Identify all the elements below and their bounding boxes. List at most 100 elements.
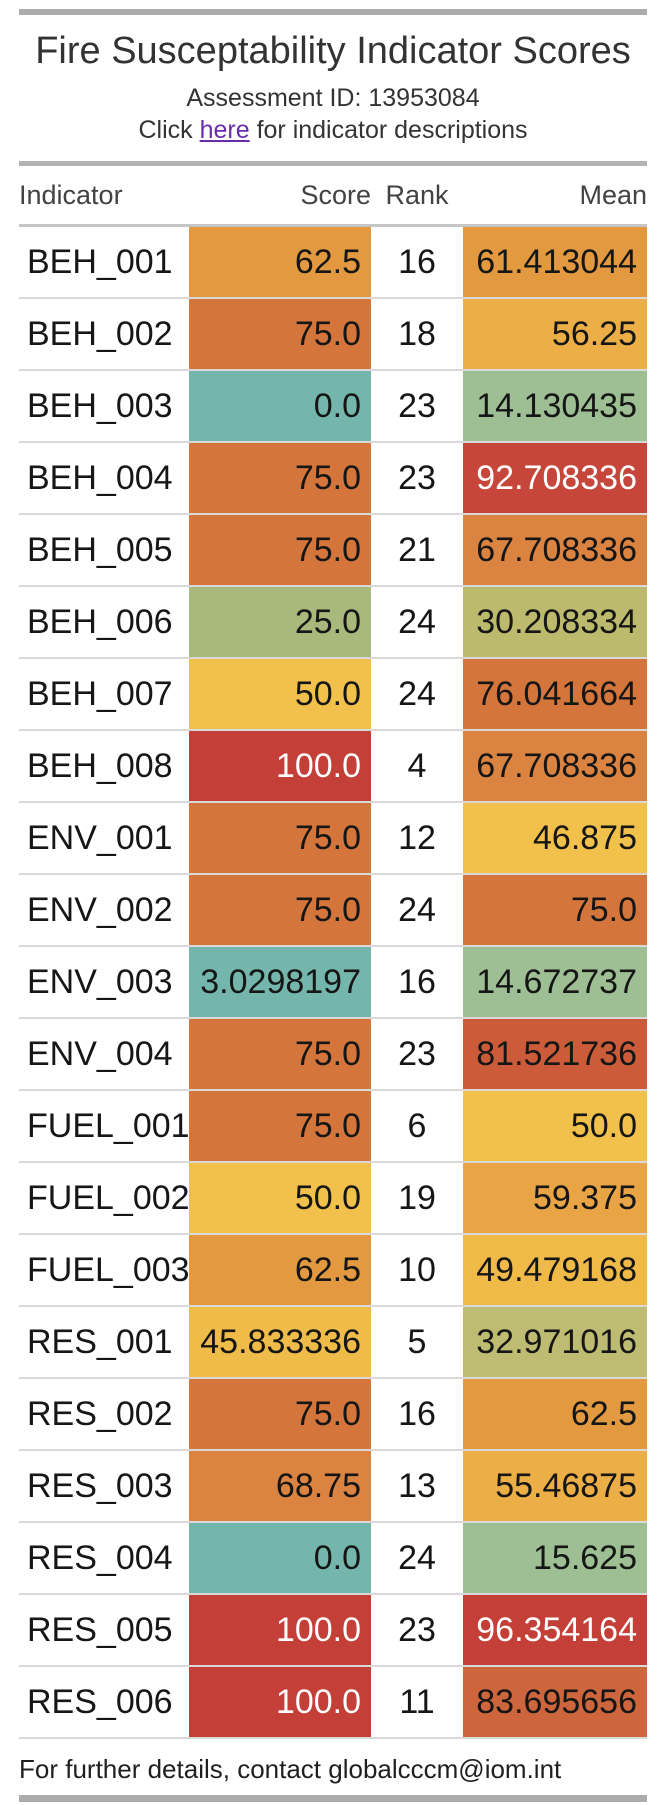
table-row: BEH_001 62.5 16 61.413044	[19, 227, 647, 299]
mean-cell: 67.708336	[463, 731, 647, 803]
score-cell: 75.0	[189, 515, 371, 587]
indicator-cell: RES_006	[19, 1667, 189, 1739]
score-cell: 3.0298197	[189, 947, 371, 1019]
score-cell: 0.0	[189, 1523, 371, 1595]
mean-cell: 30.208334	[463, 587, 647, 659]
mean-cell: 67.708336	[463, 515, 647, 587]
score-cell: 50.0	[189, 659, 371, 731]
score-cell: 75.0	[189, 1019, 371, 1091]
score-cell: 62.5	[189, 1235, 371, 1307]
mean-cell: 14.130435	[463, 371, 647, 443]
rank-cell: 5	[371, 1307, 463, 1379]
rank-cell: 23	[371, 1019, 463, 1091]
rank-cell: 24	[371, 875, 463, 947]
mean-cell: 75.0	[463, 875, 647, 947]
indicator-cell: BEH_004	[19, 443, 189, 515]
indicator-cell: FUEL_003	[19, 1235, 189, 1307]
indicator-scores-table: Indicator Score Rank Mean BEH_001 62.5 16 6…	[19, 166, 647, 1739]
rank-cell: 18	[371, 299, 463, 371]
score-cell: 100.0	[189, 1595, 371, 1667]
rank-cell: 10	[371, 1235, 463, 1307]
indicator-descriptions-line: Click here for indicator descriptions	[19, 114, 647, 146]
score-cell: 75.0	[189, 443, 371, 515]
table-row: FUEL_002 50.0 19 59.375	[19, 1163, 647, 1235]
mean-cell: 15.625	[463, 1523, 647, 1595]
score-cell: 68.75	[189, 1451, 371, 1523]
table-row: RES_004 0.0 24 15.625	[19, 1523, 647, 1595]
table-row: FUEL_001 75.0 6 50.0	[19, 1091, 647, 1163]
rank-cell: 23	[371, 443, 463, 515]
indicator-cell: BEH_007	[19, 659, 189, 731]
rank-cell: 11	[371, 1667, 463, 1739]
indicator-cell: RES_001	[19, 1307, 189, 1379]
rank-cell: 24	[371, 659, 463, 731]
table-row: RES_005 100.0 23 96.354164	[19, 1595, 647, 1667]
indicator-cell: ENV_003	[19, 947, 189, 1019]
link-line-prefix: Click	[138, 116, 200, 144]
table-row: BEH_002 75.0 18 56.25	[19, 299, 647, 371]
table-header-row: Indicator Score Rank Mean	[19, 166, 647, 227]
rank-cell: 12	[371, 803, 463, 875]
mean-cell: 81.521736	[463, 1019, 647, 1091]
indicator-cell: ENV_002	[19, 875, 189, 947]
score-cell: 100.0	[189, 731, 371, 803]
rank-cell: 19	[371, 1163, 463, 1235]
mean-cell: 83.695656	[463, 1667, 647, 1739]
rank-cell: 6	[371, 1091, 463, 1163]
indicator-cell: FUEL_002	[19, 1163, 189, 1235]
mean-cell: 96.354164	[463, 1595, 647, 1667]
table-row: BEH_008 100.0 4 67.708336	[19, 731, 647, 803]
score-cell: 45.833336	[189, 1307, 371, 1379]
table-row: ENV_003 3.0298197 16 14.672737	[19, 947, 647, 1019]
score-cell: 50.0	[189, 1163, 371, 1235]
rank-cell: 24	[371, 587, 463, 659]
indicator-cell: RES_005	[19, 1595, 189, 1667]
mean-cell: 46.875	[463, 803, 647, 875]
indicator-cell: RES_003	[19, 1451, 189, 1523]
indicator-cell: BEH_002	[19, 299, 189, 371]
report-page: Fire Susceptability Indicator Scores Ass…	[0, 9, 666, 1802]
table-row: BEH_003 0.0 23 14.130435	[19, 371, 647, 443]
page-title: Fire Susceptability Indicator Scores	[35, 30, 631, 72]
score-cell: 75.0	[189, 875, 371, 947]
score-cell: 75.0	[189, 1091, 371, 1163]
indicator-cell: BEH_006	[19, 587, 189, 659]
mean-cell: 50.0	[463, 1091, 647, 1163]
assessment-id-subtitle: Assessment ID: 13953084	[186, 84, 480, 112]
table-row: ENV_004 75.0 23 81.521736	[19, 1019, 647, 1091]
column-header-rank: Rank	[371, 166, 463, 227]
rank-cell: 16	[371, 947, 463, 1019]
contact-footer: For further details, contact globalcccm@…	[19, 1754, 562, 1784]
mean-cell: 14.672737	[463, 947, 647, 1019]
rank-cell: 4	[371, 731, 463, 803]
bottom-frame-bar	[19, 1795, 647, 1802]
mean-cell: 62.5	[463, 1379, 647, 1451]
column-header-mean: Mean	[463, 166, 647, 227]
score-cell: 75.0	[189, 1379, 371, 1451]
mean-cell: 32.971016	[463, 1307, 647, 1379]
mean-cell: 56.25	[463, 299, 647, 371]
rank-cell: 21	[371, 515, 463, 587]
table-row: RES_006 100.0 11 83.695656	[19, 1667, 647, 1739]
table-row: BEH_005 75.0 21 67.708336	[19, 515, 647, 587]
header-divider	[19, 161, 647, 166]
indicator-cell: ENV_004	[19, 1019, 189, 1091]
table-row: BEH_006 25.0 24 30.208334	[19, 587, 647, 659]
indicator-descriptions-link[interactable]: here	[199, 116, 250, 144]
indicator-cell: RES_004	[19, 1523, 189, 1595]
table-row: BEH_004 75.0 23 92.708336	[19, 443, 647, 515]
rank-cell: 23	[371, 1595, 463, 1667]
column-header-score: Score	[189, 166, 371, 227]
indicator-cell: BEH_003	[19, 371, 189, 443]
table-row: ENV_002 75.0 24 75.0	[19, 875, 647, 947]
mean-cell: 55.46875	[463, 1451, 647, 1523]
rank-cell: 16	[371, 1379, 463, 1451]
rank-cell: 16	[371, 227, 463, 299]
table-row: RES_003 68.75 13 55.46875	[19, 1451, 647, 1523]
rank-cell: 24	[371, 1523, 463, 1595]
table-row: FUEL_003 62.5 10 49.479168	[19, 1235, 647, 1307]
mean-cell: 59.375	[463, 1163, 647, 1235]
score-cell: 25.0	[189, 587, 371, 659]
table-row: RES_002 75.0 16 62.5	[19, 1379, 647, 1451]
table-row: BEH_007 50.0 24 76.041664	[19, 659, 647, 731]
